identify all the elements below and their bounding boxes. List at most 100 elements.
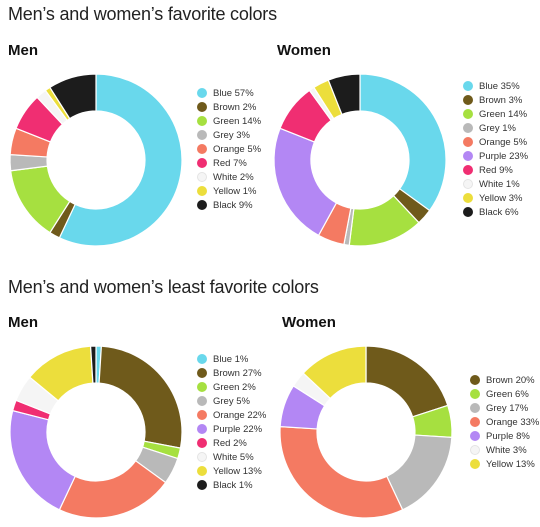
legend-swatch-brown — [197, 102, 207, 112]
legend-swatch-orange — [197, 410, 207, 420]
legend-swatch-green — [197, 116, 207, 126]
legend-swatch-brown — [470, 375, 480, 385]
slice-purple — [273, 127, 338, 237]
favorite-colors-title: Men’s and women’s favorite colors — [8, 4, 277, 24]
legend-swatch-yellow — [470, 459, 480, 469]
women-favorite-title: Women — [277, 42, 331, 59]
legend-item-grey: Grey 1% — [463, 121, 528, 135]
legend-label: Brown 3% — [479, 94, 523, 106]
slice-black — [327, 73, 361, 116]
legend-label: Green 2% — [213, 381, 256, 393]
legend-swatch-purple — [470, 431, 480, 441]
legend-swatch-orange — [463, 137, 473, 147]
legend-label: Purple 8% — [486, 430, 530, 442]
women-favorite-legend: Blue 35% Brown 3% Green 14% Grey 1% Orange 5… — [463, 79, 528, 219]
legend-swatch-orange — [197, 144, 207, 154]
legend-item-black: Black 6% — [463, 205, 528, 219]
legend-item-brown: Brown 27% — [197, 366, 266, 380]
legend-swatch-brown — [463, 95, 473, 105]
legend-label: Blue 35% — [479, 80, 520, 92]
legend-label: Yellow 1% — [213, 185, 257, 197]
slice-black — [49, 73, 97, 120]
slice-blue — [58, 73, 183, 247]
slice-orange — [279, 425, 404, 519]
legend-swatch-yellow — [463, 193, 473, 203]
legend-item-orange: Orange 33% — [470, 415, 539, 429]
legend-item-yellow: Yellow 1% — [197, 184, 261, 198]
legend-swatch-red — [197, 158, 207, 168]
legend-label: Grey 17% — [486, 402, 529, 414]
legend-swatch-purple — [197, 424, 207, 434]
legend-label: Black 6% — [479, 206, 519, 218]
legend-label: Brown 2% — [213, 101, 257, 113]
legend-item-orange: Orange 5% — [197, 142, 261, 156]
legend-label: Brown 27% — [213, 367, 262, 379]
legend-label: Red 9% — [479, 164, 513, 176]
legend-swatch-red — [197, 438, 207, 448]
legend-item-white: White 3% — [470, 443, 539, 457]
legend-swatch-blue — [463, 81, 473, 91]
legend-item-green: Green 14% — [197, 114, 261, 128]
legend-swatch-white — [197, 172, 207, 182]
legend-label: Brown 20% — [486, 374, 535, 386]
legend-label: Blue 1% — [213, 353, 249, 365]
legend-item-green: Green 6% — [470, 387, 539, 401]
legend-item-white: White 5% — [197, 450, 266, 464]
legend-label: Purple 22% — [213, 423, 263, 435]
slice-brown — [365, 345, 449, 418]
legend-swatch-black — [463, 207, 473, 217]
slice-blue — [359, 73, 447, 212]
legend-swatch-brown — [197, 368, 207, 378]
legend-label: Grey 3% — [213, 129, 250, 141]
legend-swatch-yellow — [197, 186, 207, 196]
legend-label: Blue 57% — [213, 87, 254, 99]
women-least-favorite-donut — [279, 345, 453, 519]
slice-black — [89, 345, 97, 384]
legend-swatch-white — [470, 445, 480, 455]
legend-swatch-green — [470, 389, 480, 399]
women-favorite-donut — [273, 73, 447, 247]
legend-item-grey: Grey 17% — [470, 401, 539, 415]
legend-item-black: Black 1% — [197, 478, 266, 492]
legend-swatch-white — [197, 452, 207, 462]
legend-swatch-grey — [463, 123, 473, 133]
legend-label: Yellow 3% — [479, 192, 523, 204]
women-least-favorite-legend: Brown 20% Green 6% Grey 17% Orange 33% Purpl… — [470, 373, 539, 471]
legend-label: Yellow 13% — [486, 458, 535, 470]
legend-label: Grey 5% — [213, 395, 250, 407]
legend-item-green: Green 14% — [463, 107, 528, 121]
legend-label: Green 14% — [479, 108, 528, 120]
legend-label: Orange 22% — [213, 409, 267, 421]
men-favorite-legend: Blue 57% Brown 2% Green 14% Grey 3% Orange 5… — [197, 86, 261, 212]
legend-label: White 5% — [213, 451, 254, 463]
legend-label: Orange 5% — [213, 143, 262, 155]
legend-item-grey: Grey 5% — [197, 394, 266, 408]
slice-brown — [98, 345, 183, 449]
slice-yellow — [302, 345, 367, 400]
legend-item-white: White 1% — [463, 177, 528, 191]
legend-item-yellow: Yellow 13% — [470, 457, 539, 471]
least-favorite-colors-title: Men’s and women’s least favorite colors — [8, 277, 319, 297]
legend-label: Black 9% — [213, 199, 253, 211]
legend-label: Black 1% — [213, 479, 253, 491]
men-favorite-title: Men — [8, 42, 38, 59]
legend-item-green: Green 2% — [197, 380, 266, 394]
legend-item-brown: Brown 20% — [470, 373, 539, 387]
legend-label: White 1% — [479, 178, 520, 190]
legend-swatch-purple — [463, 151, 473, 161]
legend-label: Orange 33% — [486, 416, 540, 428]
legend-item-brown: Brown 2% — [197, 100, 261, 114]
legend-item-orange: Orange 5% — [463, 135, 528, 149]
legend-label: White 3% — [486, 444, 527, 456]
legend-label: Red 7% — [213, 157, 247, 169]
legend-item-red: Red 9% — [463, 163, 528, 177]
legend-item-black: Black 9% — [197, 198, 261, 212]
legend-item-blue: Blue 1% — [197, 352, 266, 366]
legend-label: Grey 1% — [479, 122, 516, 134]
legend-swatch-black — [197, 200, 207, 210]
legend-item-white: White 2% — [197, 170, 261, 184]
legend-swatch-orange — [470, 417, 480, 427]
legend-item-yellow: Yellow 13% — [197, 464, 266, 478]
legend-item-blue: Blue 35% — [463, 79, 528, 93]
slice-purple — [9, 409, 76, 511]
